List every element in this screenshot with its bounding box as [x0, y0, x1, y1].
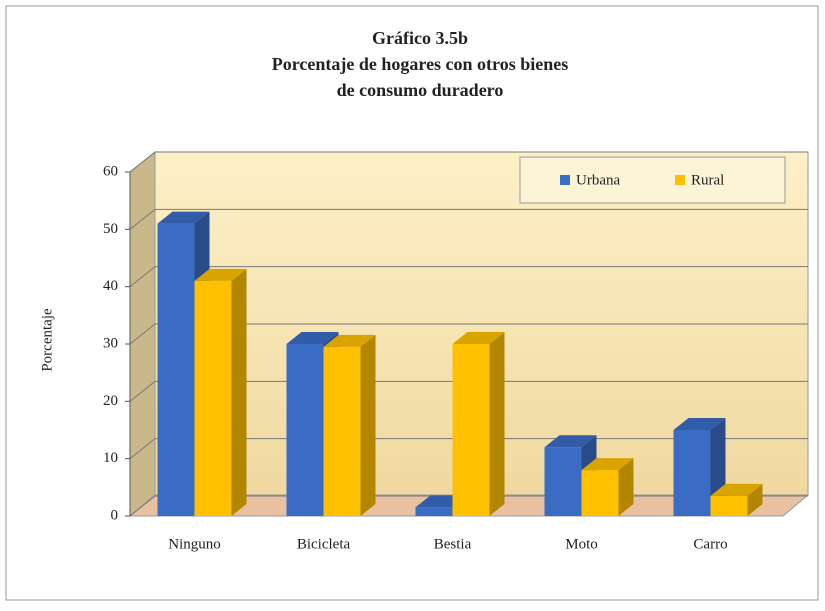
bar-side: [618, 458, 634, 516]
chart-title: Porcentaje de hogares con otros bienes: [272, 54, 568, 74]
bar: [157, 223, 195, 516]
grid-line: [129, 266, 156, 288]
legend: [519, 156, 786, 204]
bar: [544, 447, 582, 516]
y-tick-label: 50: [103, 221, 118, 237]
bar-top: [323, 334, 376, 347]
grid-line: [129, 495, 156, 517]
grid-line: [129, 151, 156, 173]
x-tick-label: Moto: [565, 536, 598, 552]
legend-label: Rural: [691, 172, 724, 188]
y-tick-label: 20: [103, 393, 118, 409]
bar: [452, 344, 490, 516]
bar-top: [710, 483, 763, 496]
x-tick-label: Bestia: [434, 536, 472, 552]
y-tick-label: 30: [103, 335, 118, 351]
bar: [581, 470, 619, 516]
x-tick-label: Ninguno: [168, 536, 221, 552]
bar-side: [360, 334, 376, 516]
legend-label: Urbana: [576, 172, 620, 188]
bar-side: [231, 268, 247, 516]
bar: [194, 280, 232, 516]
chart-title: de consumo duradero: [337, 80, 504, 100]
x-tick-label: Bicicleta: [297, 536, 351, 552]
bar: [286, 344, 324, 516]
grid-line: [129, 208, 156, 230]
bar-top: [157, 211, 210, 224]
bar: [673, 430, 711, 516]
y-tick-label: 40: [103, 278, 118, 294]
y-axis-label: Porcentaje: [39, 308, 55, 372]
bar-top: [286, 332, 339, 344]
bar-top: [581, 458, 634, 471]
bar-side: [489, 332, 505, 516]
bar: [323, 346, 361, 516]
grid-line: [129, 380, 156, 402]
chart-title: Gráfico 3.5b: [372, 28, 468, 48]
legend-swatch: [560, 175, 570, 185]
bar: [415, 507, 453, 516]
grid-line: [129, 323, 156, 345]
legend-swatch: [675, 175, 685, 185]
bar-top: [194, 268, 247, 281]
bar-top: [452, 332, 505, 344]
grid-line: [129, 438, 156, 460]
y-tick-label: 60: [103, 163, 118, 179]
bar-top: [673, 418, 726, 430]
bar: [710, 495, 748, 516]
y-tick-label: 10: [103, 450, 118, 466]
bar-side: [747, 483, 763, 516]
x-tick-label: Carro: [693, 536, 727, 552]
y-tick-label: 0: [111, 507, 119, 523]
bar-top: [544, 435, 597, 448]
